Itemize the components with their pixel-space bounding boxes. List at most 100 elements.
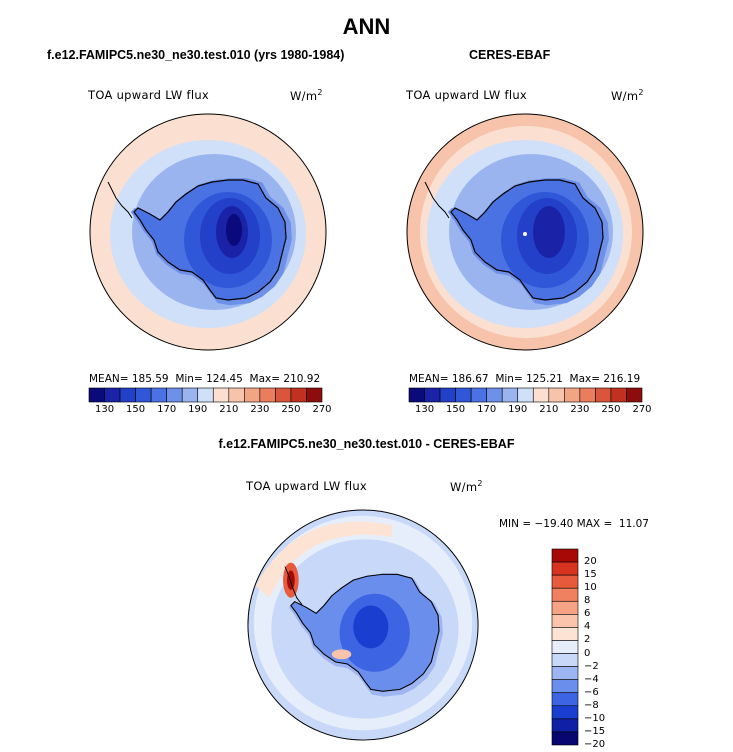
colorbar-box (551, 705, 579, 720)
colorbar-box (551, 731, 579, 746)
mean-label: MEAN= (409, 373, 449, 385)
map-field (247, 509, 479, 741)
antarctica-coastline (133, 179, 287, 301)
map-border (89, 113, 327, 351)
panel-model-polar-map (89, 113, 327, 351)
colorbar-box (551, 679, 579, 694)
panel-diff-colorbar-ticks: 20 15 10 8 6 4 2 0 −2 −4 −6 −8 −10 −15 −20 (584, 549, 624, 750)
ice-strong-negative (353, 605, 389, 649)
mean-label: MEAN= (89, 373, 129, 385)
colorbar-tick-label: 130 (414, 404, 435, 415)
colorbar-tick-label: 170 (477, 404, 497, 415)
colorbar-tick-label: 170 (157, 404, 177, 415)
colorbar-tick-label: 250 (601, 404, 621, 415)
colorbar-box (551, 666, 579, 680)
colorbar-box (455, 387, 472, 403)
mean-value: 185.59 (131, 373, 169, 385)
colorbar-box (626, 387, 643, 403)
south-america-tip (424, 181, 450, 219)
colorbar-tick-label: −15 (584, 725, 606, 737)
panel-diff-units: W/m2 (450, 479, 483, 494)
colorbar-box (548, 387, 565, 403)
warm-arc (255, 521, 393, 598)
panel-diff-colorbar (551, 548, 579, 746)
colorbar-tick-label: 0 (584, 647, 591, 659)
colorbar-tick-label: 20 (584, 556, 597, 568)
map-field (407, 114, 643, 350)
colorbar-tick-label: 4 (584, 621, 591, 633)
min-label: Min= (495, 373, 523, 385)
colorbar-box (551, 574, 579, 589)
panel-model-colorbar (88, 387, 323, 403)
colorbar-box (501, 387, 519, 403)
colorbar-box (551, 614, 579, 628)
colorbar-tick-label: −2 (584, 660, 599, 672)
colorbar-box (104, 387, 121, 403)
colorbar-tick-label: 6 (584, 608, 591, 620)
colorbar-box (244, 387, 261, 403)
colorbar-tick-label: 130 (94, 404, 115, 415)
panel-obs-subtitle: CERES-EBAF (469, 48, 551, 62)
panel-model-colorbar-ticks: 130 150 170 190 210 230 250 270 (89, 404, 332, 418)
colorbar-box (197, 387, 214, 403)
colorbar-box (166, 387, 183, 403)
colorbar-tick-label: −4 (584, 673, 599, 685)
colorbar-tick-label: 270 (312, 404, 332, 415)
colorbar-tick-label: 230 (570, 404, 590, 415)
colorbar-tick-label: −20 (584, 739, 606, 750)
colorbar-box (212, 387, 230, 403)
panel-diff-subtitle: f.e12.FAMIPC5.ne30_ne30.test.010 - CERES… (218, 437, 515, 451)
colorbar-box (135, 387, 152, 403)
colorbar-box (551, 587, 579, 602)
panel-model-variable-label: TOA upward LW flux (88, 88, 210, 102)
panel-obs-colorbar (408, 387, 643, 403)
colorbar-tick-label: −10 (584, 712, 606, 724)
panel-obs-colorbar-ticks: 130 150 170 190 210 230 250 270 (409, 404, 652, 418)
colorbar-box (275, 387, 292, 403)
colorbar-box (595, 387, 612, 403)
colorbar-box (551, 600, 579, 615)
colorbar-tick-label: 210 (539, 404, 559, 415)
ice-sheet-core (533, 206, 565, 258)
colorbar-tick-label: 270 (632, 404, 652, 415)
colorbar-tick-label: 190 (508, 404, 528, 415)
panel-diff-variable-label: TOA upward LW flux (246, 479, 368, 493)
colorbar-box (532, 387, 550, 403)
peninsula-coast (284, 566, 303, 606)
colorbar-box (259, 387, 276, 403)
colorbar-box (424, 387, 441, 403)
antarctica-coastline (450, 179, 604, 301)
antarctica-coastline (290, 573, 440, 692)
colorbar-box (610, 387, 627, 403)
colorbar-tick-label: −6 (584, 686, 599, 698)
panel-model-stats: MEAN= 185.59 Min= 124.45 Max= 210.92 (89, 373, 320, 385)
map-field (90, 114, 326, 350)
map-border (247, 509, 479, 741)
colorbar-tick-label: 150 (126, 404, 146, 415)
colorbar-box (486, 387, 503, 403)
panel-model-units: W/m2 (290, 88, 323, 103)
colorbar-box (88, 387, 105, 403)
colorbar-box (551, 718, 579, 733)
colorbar-box (551, 561, 579, 576)
colorbar-box (470, 387, 487, 403)
ice-sheet-min (226, 214, 242, 246)
panel-diff-polar-map (247, 509, 479, 741)
colorbar-box (551, 640, 579, 654)
colorbar-tick-label: 190 (188, 404, 208, 415)
colorbar-tick-label: 2 (584, 634, 591, 646)
south-america-tip (107, 181, 133, 219)
colorbar-tick-label: −8 (584, 699, 599, 711)
colorbar-box (551, 627, 579, 641)
colorbar-box (119, 387, 136, 403)
colorbar-tick-label: 10 (584, 582, 597, 594)
page-title: ANN (342, 14, 391, 39)
mean-value: 186.67 (451, 373, 489, 385)
colorbar-box (228, 387, 245, 403)
colorbar-box (551, 548, 579, 563)
colorbar-tick-label: 230 (250, 404, 270, 415)
max-label: Max= (569, 373, 601, 385)
panel-obs-polar-map (406, 113, 644, 351)
panel-diff-minmax: MIN = −19.40 MAX = 11.07 (499, 518, 649, 530)
colorbar-box (551, 653, 579, 667)
